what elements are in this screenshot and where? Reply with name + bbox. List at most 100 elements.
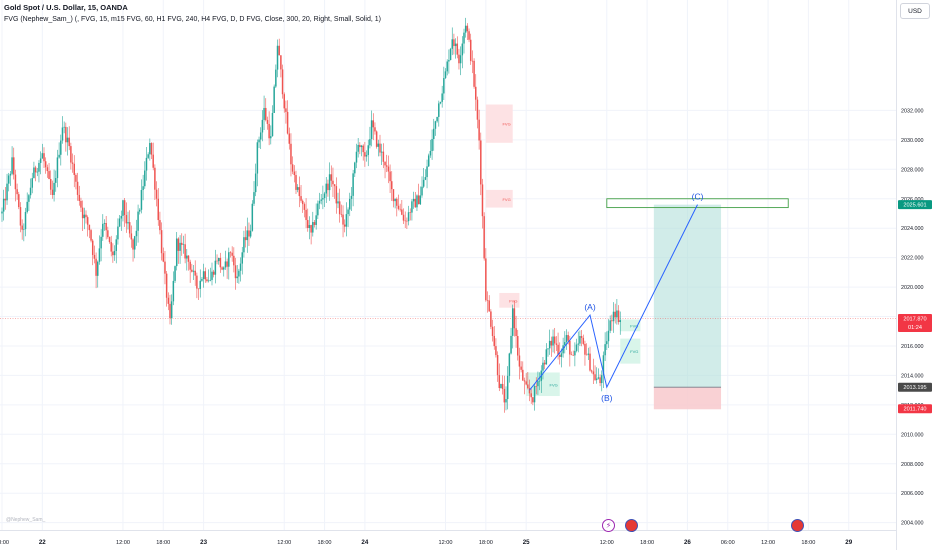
candle-body (488, 300, 490, 312)
time-tick: 18:00 (318, 540, 332, 546)
candle-body (254, 173, 257, 193)
candle-body (584, 343, 586, 355)
time-axis[interactable]: 18:00 22 12:00 18:00 23 12:00 18:00 24 12:00 18:0… (0, 530, 896, 551)
candle-body (19, 207, 22, 226)
candle-body (70, 146, 72, 163)
wave-label: (C) (692, 192, 704, 202)
candle-body (249, 230, 252, 237)
us-flag-icon[interactable] (791, 519, 804, 532)
candle-body (34, 167, 37, 173)
wave-label: (A) (584, 302, 596, 312)
candle-body (238, 270, 240, 277)
candle-body (542, 362, 544, 371)
us-flag-icon[interactable] (625, 519, 638, 532)
candle-body (56, 157, 59, 179)
candle-body (186, 255, 188, 259)
candle-body (407, 212, 410, 222)
fvg-label: FVG (509, 298, 517, 303)
candle-body (518, 355, 521, 367)
candle-body (199, 280, 201, 289)
candle-body (380, 151, 383, 153)
candle-body (619, 320, 621, 323)
candle-body (18, 194, 20, 208)
candle-body (527, 384, 529, 389)
candle-body (154, 167, 156, 190)
candle-body (130, 233, 133, 240)
candle-body (585, 354, 588, 356)
candle-body (345, 214, 348, 227)
candle-body (223, 267, 225, 270)
candle-body (485, 258, 487, 301)
candle-body (436, 116, 438, 122)
candle-body (149, 143, 151, 155)
candle-body (555, 343, 558, 345)
candle-body (127, 222, 129, 224)
symbol-title[interactable]: Gold Spot / U.S. Dollar, 15, OANDA (4, 3, 128, 12)
candle-body (498, 375, 501, 389)
candle-body (160, 230, 163, 254)
lightning-icon[interactable]: ⚡ (602, 519, 615, 532)
indicator-legend[interactable]: FVG (Nephew_Sam_) (, FVG, 15, m15 FVG, 6… (4, 16, 381, 23)
candle-body (575, 344, 578, 351)
chart-area[interactable]: FVG FVG FVG FVG FVG FVG (A) (B) (C) (0, 0, 896, 530)
candlestick-chart[interactable]: FVG FVG FVG FVG FVG FVG (A) (B) (C) (0, 0, 896, 530)
candle-body (258, 139, 260, 143)
candle-body (476, 99, 479, 120)
candle-body (453, 39, 455, 47)
candle-body (135, 230, 138, 237)
candle-body (456, 43, 459, 55)
candle-body (44, 161, 47, 168)
candle-body (293, 171, 296, 176)
candle-body (422, 179, 425, 187)
candle-body (374, 127, 376, 132)
price-tick: 2016.000 (901, 344, 923, 350)
candle-body (495, 346, 497, 356)
candle-body (429, 151, 432, 156)
candle-body (501, 383, 504, 389)
price-tag (898, 200, 932, 210)
candle-body (397, 205, 400, 209)
candle-body (261, 119, 264, 133)
candle-body (288, 133, 291, 144)
time-tick: 18:00 (801, 540, 815, 546)
candle-body (579, 336, 581, 344)
candle-body (528, 388, 531, 394)
candle-body (480, 140, 482, 185)
candle-body (51, 189, 54, 195)
candle-body (325, 183, 327, 194)
currency-button[interactable]: USD (900, 3, 930, 19)
candle-body (543, 362, 546, 365)
price-tag (898, 313, 932, 332)
price-axis[interactable]: 2004.0002006.0002008.0002010.0002012.000… (896, 0, 932, 550)
candle-body (469, 39, 472, 61)
candle-body (505, 399, 507, 403)
candle-body (212, 271, 215, 275)
candle-body (147, 154, 149, 158)
candle-body (446, 61, 448, 72)
candle-body (338, 201, 341, 215)
candle-body (2, 198, 5, 212)
candle-body (310, 225, 312, 233)
candle-body (357, 144, 359, 152)
candle-body (557, 344, 559, 355)
candle-body (560, 353, 563, 357)
candle-body (401, 209, 403, 215)
candle-body (431, 139, 433, 152)
candle-body (68, 137, 70, 147)
candle-body (394, 198, 396, 202)
candle-body (38, 162, 40, 172)
time-tick: 25 (523, 539, 530, 546)
candle-body (438, 103, 440, 117)
candle-body (369, 139, 371, 146)
candle-body (248, 230, 250, 237)
candle-body (360, 145, 363, 148)
candle-body (564, 342, 566, 346)
candle-body (270, 136, 272, 139)
candle-body (590, 370, 593, 372)
candle-body (276, 45, 279, 70)
candle-body (236, 276, 238, 279)
candle-body (537, 381, 539, 387)
fvg-zone (485, 104, 513, 143)
candle-body (592, 371, 595, 375)
candle-body (391, 181, 393, 190)
